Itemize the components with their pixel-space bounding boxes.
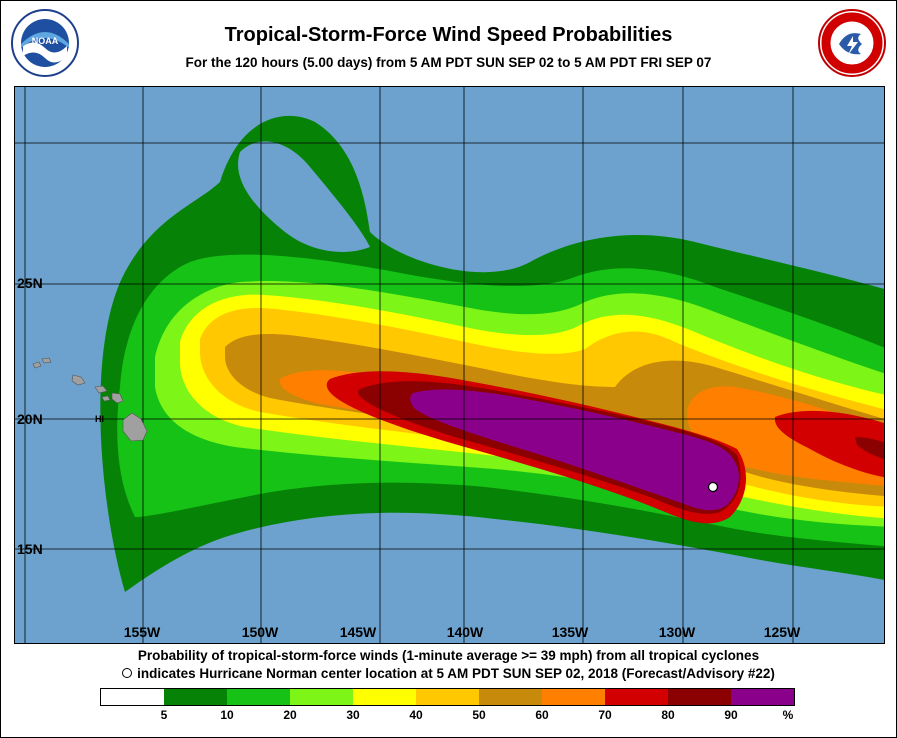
lon-label-155w: 155W — [123, 624, 161, 640]
legend-swatch-10 — [731, 689, 794, 705]
legend-label-6: 60 — [535, 708, 549, 722]
legend-label-7: 70 — [598, 708, 612, 722]
legend-swatch-2 — [227, 689, 290, 705]
svg-text:NOAA: NOAA — [32, 36, 59, 46]
color-legend — [100, 688, 795, 706]
legend-label-4: 40 — [409, 708, 423, 722]
legend-swatch-8 — [605, 689, 668, 705]
lat-label-20n: 20N — [17, 411, 43, 427]
lat-label-15n: 15N — [17, 541, 43, 557]
chart-subtitle: For the 120 hours (5.00 days) from 5 AM … — [185, 55, 712, 70]
lon-label-130w: 130W — [658, 624, 696, 640]
legend-swatch-3 — [290, 689, 353, 705]
storm-center-marker — [707, 481, 719, 493]
legend-label-0: 5 — [160, 708, 168, 722]
nws-logo — [817, 8, 887, 78]
legend-label-9: 90 — [724, 708, 738, 722]
lon-label-135w: 135W — [551, 624, 589, 640]
lon-label-125w: 125W — [763, 624, 801, 640]
chart-title: Tropical-Storm-Force Wind Speed Probabil… — [224, 24, 673, 46]
contour-90-percent — [410, 389, 739, 511]
probability-map — [14, 86, 885, 644]
legend-swatch-0 — [101, 689, 164, 705]
contour-80-east — [855, 437, 884, 460]
legend-label-10: % — [782, 708, 794, 722]
caption-line-1: Probability of tropical-storm-force wind… — [137, 648, 760, 663]
legend-swatch-6 — [479, 689, 542, 705]
legend-label-3: 30 — [346, 708, 360, 722]
legend-swatch-4 — [353, 689, 416, 705]
center-marker-icon — [122, 668, 133, 678]
legend-label-2: 20 — [283, 708, 297, 722]
legend-swatch-1 — [164, 689, 227, 705]
graticule — [15, 87, 884, 643]
legend-label-1: 10 — [220, 708, 234, 722]
legend-swatch-5 — [416, 689, 479, 705]
contour-5-hole — [238, 141, 370, 252]
legend-labels: 5 10 20 30 40 50 60 70 80 90% — [0, 708, 897, 724]
lat-label-25n: 25N — [17, 275, 43, 291]
hawaii-label: HI — [95, 414, 104, 424]
caption-line-2-text: indicates Hurricane Norman center locati… — [137, 666, 775, 681]
legend-label-5: 50 — [472, 708, 486, 722]
legend-swatch-9 — [668, 689, 731, 705]
legend-label-8: 80 — [661, 708, 675, 722]
lon-label-140w: 140W — [446, 624, 484, 640]
contour-70-east — [774, 410, 884, 478]
lon-label-150w: 150W — [241, 624, 279, 640]
caption-line-2: indicates Hurricane Norman center locati… — [0, 666, 897, 681]
lon-label-145w: 145W — [339, 624, 377, 640]
noaa-logo: NOAA — [10, 8, 80, 78]
hawaii-islands — [32, 357, 148, 442]
legend-swatch-7 — [542, 689, 605, 705]
